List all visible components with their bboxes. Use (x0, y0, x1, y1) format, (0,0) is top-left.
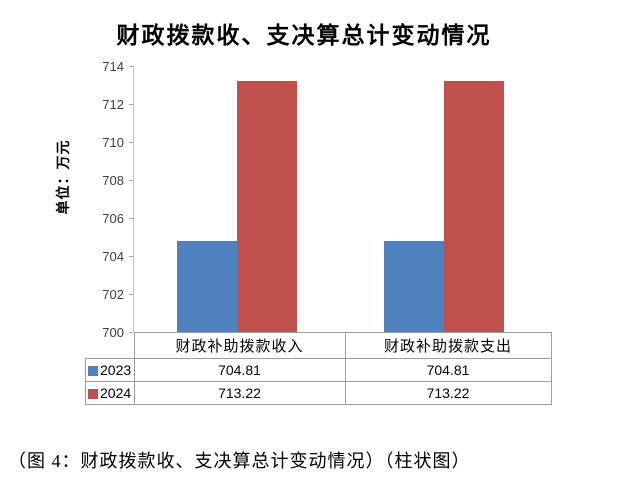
bar-2024-category-1 (237, 81, 297, 332)
y-tick-label: 708 (102, 173, 124, 188)
chart-title: 财政拨款收、支决算总计变动情况 (116, 23, 492, 48)
category-header: 财政补助拨款支出 (344, 332, 552, 359)
legend-data-table: 财政补助拨款收入 财政补助拨款支出 2023 704.81 704.81 2024 713.… (85, 332, 552, 405)
bar-2023-category-1 (177, 241, 237, 332)
value-cell: 704.81 (344, 358, 552, 382)
y-axis-unit-label: 单位：万元 (57, 139, 72, 215)
y-tick-mark (129, 66, 133, 67)
value-cell: 713.22 (133, 381, 346, 405)
value-cell: 704.81 (133, 358, 346, 382)
legend-series-name: 2023 (100, 362, 132, 378)
y-tick-label: 700 (102, 325, 124, 340)
category-header: 财政补助拨款收入 (133, 332, 346, 359)
figure-caption: （图 4：财政拨款收、支决算总计变动情况）（柱状图） (8, 451, 471, 471)
y-tick-label: 712 (102, 97, 124, 112)
bar-2023-category-2 (384, 241, 444, 332)
y-axis-line (133, 66, 134, 332)
y-tick-label: 706 (102, 211, 124, 226)
y-tick-label: 710 (102, 135, 124, 150)
legend-series-name: 2024 (100, 385, 132, 401)
legend-cell-2023: 2023 (85, 358, 135, 382)
value-cell: 713.22 (344, 381, 552, 405)
y-tick-label: 714 (102, 59, 124, 74)
y-tick-mark (129, 142, 133, 143)
bar-2024-category-2 (444, 81, 504, 332)
y-tick-mark (129, 104, 133, 105)
y-tick-label: 702 (102, 287, 124, 302)
legend-cell-2024: 2024 (85, 381, 135, 405)
y-tick-mark (129, 180, 133, 181)
y-tick-mark (129, 332, 133, 333)
y-tick-label: 704 (102, 249, 124, 264)
legend-swatch-2023 (88, 366, 98, 376)
table-corner-spacer (86, 333, 135, 359)
y-tick-mark (129, 218, 133, 219)
y-tick-mark (129, 256, 133, 257)
legend-swatch-2024 (88, 389, 98, 399)
plot-area (133, 66, 548, 332)
y-tick-mark (129, 294, 133, 295)
bar-chart: 财政拨款收、支决算总计变动情况 单位：万元 700 702 704 706 708 710… (57, 23, 552, 405)
